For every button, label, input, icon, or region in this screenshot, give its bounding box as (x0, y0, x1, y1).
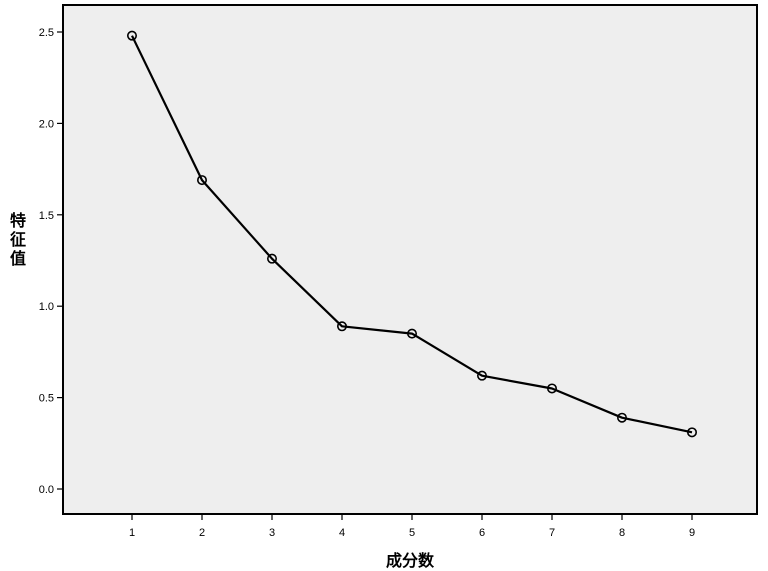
y-tick-label: 1.0 (39, 301, 54, 313)
y-axis: 0.0 0.5 1.0 1.5 2.0 2.5 (39, 27, 63, 496)
x-tick-label: 7 (549, 527, 555, 539)
data-point (197, 175, 208, 186)
series-line (131, 35, 693, 434)
plot-area (62, 4, 758, 515)
data-point (616, 412, 627, 423)
y-axis-title-char: 征 (10, 230, 26, 249)
x-axis: 1 2 3 4 5 6 7 8 9 (129, 514, 695, 539)
series-layer (127, 30, 697, 438)
y-tick-label: 2.0 (39, 118, 54, 130)
data-point (266, 253, 277, 264)
x-tick-label: 3 (269, 527, 275, 539)
y-axis-title-char: 值 (10, 249, 26, 268)
x-tick-label: 8 (619, 527, 625, 539)
y-axis-title-char: 特 (10, 211, 26, 230)
x-tick-label: 6 (479, 527, 485, 539)
data-point (406, 328, 417, 339)
y-tick-label: 0.5 (39, 393, 54, 405)
y-tick-label: 0.0 (39, 484, 54, 496)
x-tick-label: 5 (409, 527, 415, 539)
data-point (686, 427, 697, 438)
y-tick-label: 2.5 (39, 27, 54, 39)
data-point (336, 321, 347, 332)
x-tick-label: 4 (339, 527, 345, 539)
x-tick-label: 1 (129, 527, 135, 539)
y-axis-title: 特征值 (10, 211, 26, 268)
data-point (476, 370, 487, 381)
x-axis-title: 成分数 (386, 551, 435, 570)
data-point (127, 30, 138, 41)
x-tick-label: 2 (199, 527, 205, 539)
data-point (546, 383, 557, 394)
y-tick-label: 1.5 (39, 210, 54, 222)
x-tick-label: 9 (689, 527, 695, 539)
